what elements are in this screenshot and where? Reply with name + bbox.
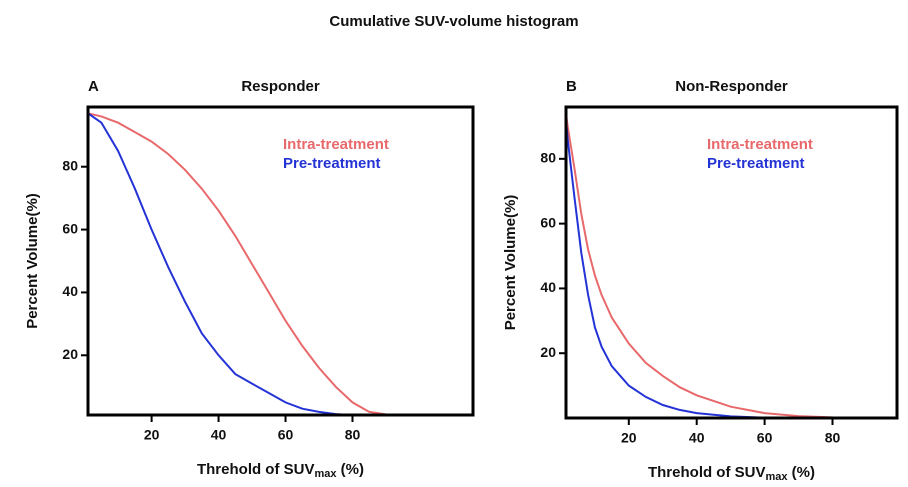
y-tick-label: 40 [62, 283, 78, 299]
legend-entry: Pre-treatment [283, 155, 381, 172]
y-axis-label: Percent Volume(%) [24, 193, 41, 329]
chart-title: Responder [241, 78, 320, 95]
legend-entry: Intra-treatment [283, 136, 389, 153]
plot-frame [564, 105, 899, 420]
series-line [87, 112, 473, 416]
series-line [565, 113, 897, 419]
y-tick-label: 60 [62, 220, 78, 236]
x-tick-label: 20 [621, 430, 637, 446]
y-tick-label: 60 [540, 214, 556, 230]
plot-frame [86, 105, 475, 417]
legend-entry: Pre-treatment [707, 155, 805, 172]
x-tick-label: 40 [211, 427, 227, 443]
x-tick-label: 40 [689, 430, 705, 446]
x-tick-label: 60 [757, 430, 773, 446]
x-axis-label: Threhold of SUVmax (%) [197, 461, 364, 480]
x-tick-label: 80 [345, 427, 361, 443]
panel-label: B [566, 78, 577, 95]
y-axis-label: Percent Volume(%) [502, 195, 519, 331]
x-label-main: Threhold of SUV [197, 461, 315, 478]
y-tick-label: 80 [62, 157, 78, 173]
x-label-suffix: (%) [337, 461, 365, 478]
y-tick-label: 40 [540, 279, 556, 295]
series-line [87, 112, 473, 416]
x-label-sub: max [765, 471, 788, 483]
y-tick-label: 20 [62, 346, 78, 362]
x-label-main: Threhold of SUV [648, 464, 766, 481]
x-tick-label: 60 [278, 427, 294, 443]
figure-title: Cumulative SUV-volume histogram [329, 13, 578, 30]
y-tick-label: 20 [540, 344, 556, 360]
x-axis-label: Threhold of SUVmax (%) [648, 464, 815, 483]
y-tick-label: 80 [540, 150, 556, 166]
x-label-suffix: (%) [788, 464, 816, 481]
x-tick-label: 20 [144, 427, 160, 443]
legend-entry: Intra-treatment [707, 136, 813, 153]
x-label-sub: max [314, 468, 337, 480]
panel-label: A [88, 78, 99, 95]
chart-title: Non-Responder [675, 78, 788, 95]
x-tick-label: 80 [825, 430, 841, 446]
